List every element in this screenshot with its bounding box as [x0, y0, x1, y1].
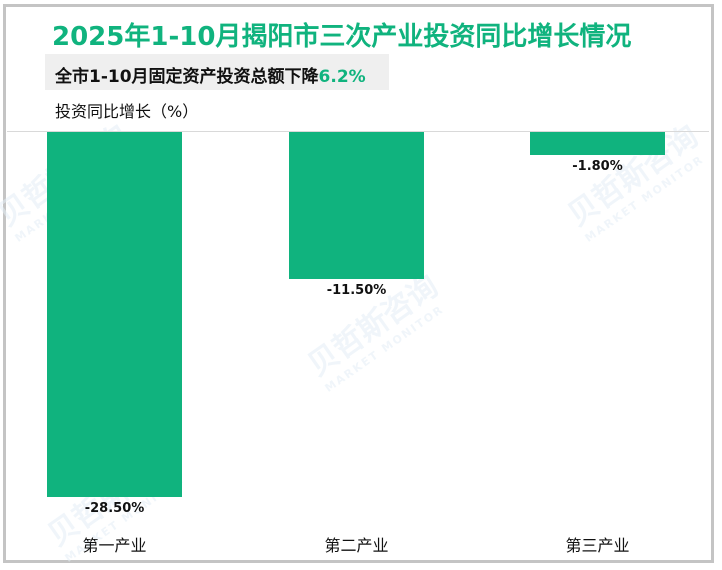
bar-value-label: -28.50%	[84, 501, 145, 516]
bar-value-label: -1.80%	[572, 159, 623, 175]
subtitle-highlight: 6.2%	[318, 67, 366, 87]
subtitle-box	[45, 54, 389, 90]
x-axis-category-label: 第三产业	[565, 536, 630, 555]
bar	[289, 132, 424, 280]
y-axis-label: 投资同比增长（%）	[55, 102, 199, 121]
x-axis-category-label: 第一产业	[82, 536, 147, 555]
bar-value-label: -11.50%	[326, 283, 387, 299]
chart-subtitle: 全市1-10月固定资产投资总额下降6.2%	[55, 62, 366, 87]
chart-title: 2025年1-10月揭阳市三次产业投资同比增长情况	[52, 22, 632, 52]
x-axis-category-label: 第二产业	[324, 536, 389, 555]
bar	[47, 132, 182, 497]
bar	[530, 132, 665, 156]
subtitle-text: 全市1-10月固定资产投资总额下降	[55, 67, 319, 87]
zero-axis-line	[7, 131, 709, 132]
